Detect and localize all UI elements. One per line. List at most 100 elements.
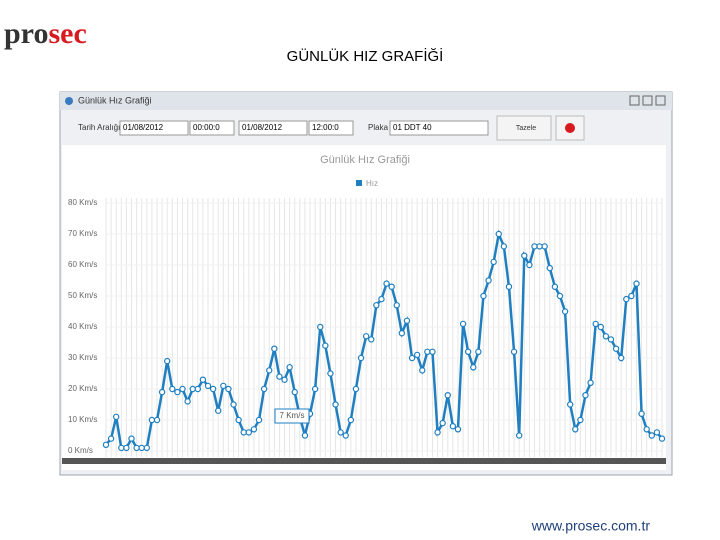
- data-point: [281, 376, 288, 383]
- minimize-button[interactable]: [629, 95, 640, 106]
- data-point: [199, 376, 207, 383]
- y-tick-label: 40 Km/s: [68, 322, 97, 331]
- y-tick-label: 30 Km/s: [68, 353, 97, 362]
- data-point: [408, 354, 416, 362]
- data-point: [148, 416, 156, 424]
- data-point: [393, 302, 400, 309]
- legend-label: Hız: [366, 179, 378, 188]
- y-tick-label: 20 Km/s: [68, 384, 97, 393]
- data-point: [587, 379, 594, 386]
- window-icon: [65, 97, 73, 105]
- y-tick-label: 50 Km/s: [68, 291, 97, 300]
- data-point: [225, 385, 232, 393]
- data-point: [612, 345, 620, 352]
- title-bar: [60, 92, 672, 110]
- data-point: [541, 243, 548, 250]
- close-button[interactable]: [655, 95, 666, 106]
- data-point: [490, 258, 497, 266]
- data-point: [653, 429, 661, 436]
- data-point: [638, 410, 645, 417]
- data-point: [592, 320, 599, 328]
- data-point: [383, 280, 390, 287]
- maximize-button[interactable]: [642, 95, 653, 106]
- data-point: [434, 429, 441, 436]
- logo: prosec: [4, 17, 87, 50]
- y-tick-label: 10 Km/s: [68, 415, 97, 424]
- data-point: [291, 388, 298, 396]
- data-point: [337, 429, 344, 436]
- data-point: [515, 432, 523, 439]
- start-date: 01/08/2012: [123, 123, 164, 132]
- data-point: [245, 429, 253, 436]
- data-point: [398, 330, 406, 337]
- y-tick-label: 60 Km/s: [68, 260, 97, 269]
- data-point: [597, 323, 604, 331]
- data-point: [235, 416, 242, 424]
- data-point: [113, 413, 120, 421]
- x-axis-bar: [62, 458, 666, 464]
- data-point: [424, 348, 431, 355]
- data-point: [577, 416, 584, 424]
- data-point: [138, 444, 145, 452]
- end-date-input[interactable]: [238, 120, 308, 136]
- data-point: [413, 351, 421, 359]
- data-point: [317, 323, 324, 331]
- data-point: [439, 419, 446, 427]
- data-point: [531, 243, 538, 250]
- data-point: [403, 317, 411, 324]
- data-point: [179, 385, 186, 393]
- data-point: [566, 401, 574, 408]
- data-point: [133, 444, 140, 452]
- date-label: Tarih Aralığı: [78, 123, 120, 132]
- start-date-input[interactable]: [119, 120, 189, 136]
- data-point: [536, 243, 543, 250]
- start-time-input[interactable]: [189, 120, 235, 136]
- data-point: [260, 385, 268, 393]
- data-point: [322, 342, 329, 349]
- data-point: [572, 426, 579, 433]
- data-point: [454, 426, 462, 433]
- data-point: [368, 336, 375, 343]
- data-point: [184, 398, 191, 405]
- data-point: [495, 230, 502, 238]
- data-point: [546, 264, 553, 272]
- y-tick-label: 0 Km/s: [68, 446, 93, 455]
- data-point: [388, 283, 395, 290]
- data-point: [500, 243, 508, 250]
- slide-title: GÜNLÜK HIZ GRAFİĞİ: [287, 47, 444, 65]
- data-point: [459, 320, 467, 328]
- data-point: [357, 354, 365, 362]
- data-point: [255, 416, 263, 424]
- refresh-button[interactable]: [496, 115, 552, 141]
- data-point: [429, 348, 436, 355]
- window-title: Günlük Hız Grafiği: [78, 95, 152, 105]
- data-point: [551, 283, 559, 290]
- plate-select[interactable]: [389, 120, 489, 136]
- data-point: [240, 429, 247, 436]
- data-point: [556, 292, 564, 300]
- data-point: [332, 401, 339, 408]
- data-point: [204, 382, 212, 390]
- end-time-input[interactable]: [308, 120, 354, 136]
- data-point: [230, 401, 237, 408]
- end-date: 01/08/2012: [242, 123, 283, 132]
- data-point: [220, 382, 227, 390]
- data-point: [164, 357, 171, 365]
- data-point: [444, 392, 451, 399]
- data-point: [266, 367, 273, 374]
- logo-red: sec: [48, 17, 86, 50]
- data-point: [301, 432, 309, 439]
- y-tick-label: 70 Km/s: [68, 229, 97, 238]
- data-point: [607, 336, 615, 343]
- data-point: [419, 367, 426, 374]
- data-point: [107, 435, 115, 442]
- data-point: [628, 292, 635, 300]
- chart-title: Günlük Hız Grafiği: [320, 154, 410, 166]
- data-point: [102, 441, 110, 448]
- data-point: [378, 295, 385, 303]
- data-point: [582, 392, 589, 399]
- data-point: [118, 444, 125, 452]
- data-point: [209, 385, 217, 393]
- data-point: [347, 416, 355, 424]
